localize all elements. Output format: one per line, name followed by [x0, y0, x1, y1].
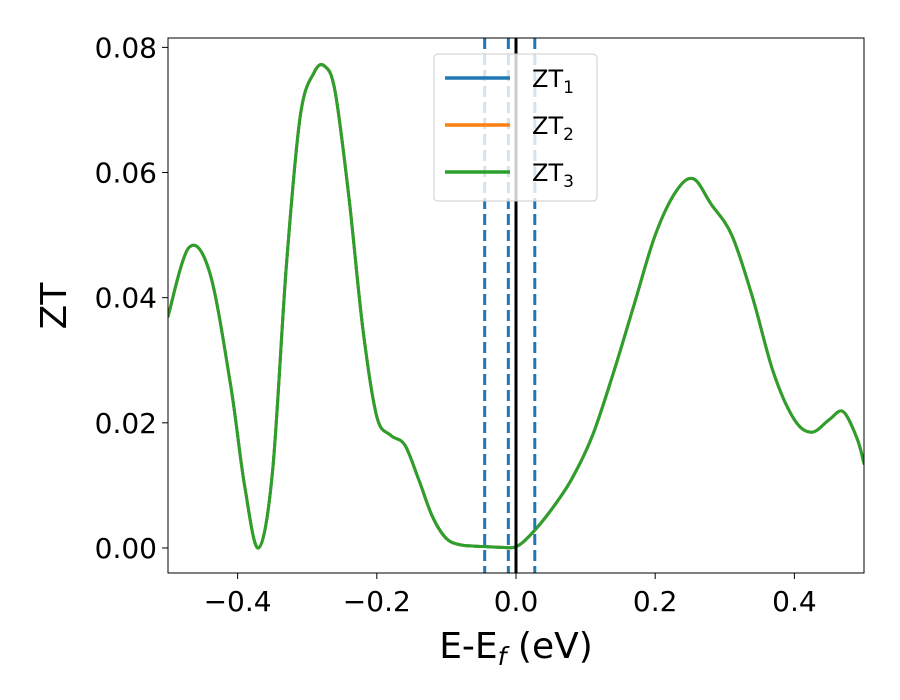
series-layer — [168, 63, 864, 550]
legend: ZT1 ZT2 ZT3 — [433, 53, 598, 202]
legend-entries: ZT1 ZT2 ZT3 — [445, 65, 574, 192]
legend-label-zt2: ZT2 — [532, 112, 574, 145]
y-axis-label: ZT — [34, 282, 75, 330]
y-tick-label: 0.06 — [95, 157, 157, 190]
y-axis-ticks: 0.00 0.02 0.04 0.06 0.08 — [95, 31, 168, 565]
x-tick-label: 0.4 — [772, 585, 817, 618]
y-tick-label: 0.04 — [95, 282, 157, 315]
x-tick-label: 0.0 — [494, 585, 539, 618]
x-axis-ticks: −0.4 −0.2 0.0 0.2 0.4 — [204, 573, 817, 618]
legend-label-zt1: ZT1 — [532, 65, 574, 98]
series-line-zt3 — [168, 63, 864, 550]
y-tick-label: 0.08 — [95, 31, 157, 64]
x-tick-label: −0.2 — [343, 585, 411, 618]
x-tick-label: 0.2 — [633, 585, 678, 618]
y-tick-label: 0.00 — [95, 532, 157, 565]
legend-box — [433, 53, 598, 202]
y-tick-label: 0.02 — [95, 407, 157, 440]
x-tick-label: −0.4 — [204, 585, 272, 618]
legend-label-zt3: ZT3 — [532, 159, 574, 192]
x-axis-label: E-Ef (eV) — [439, 626, 593, 671]
